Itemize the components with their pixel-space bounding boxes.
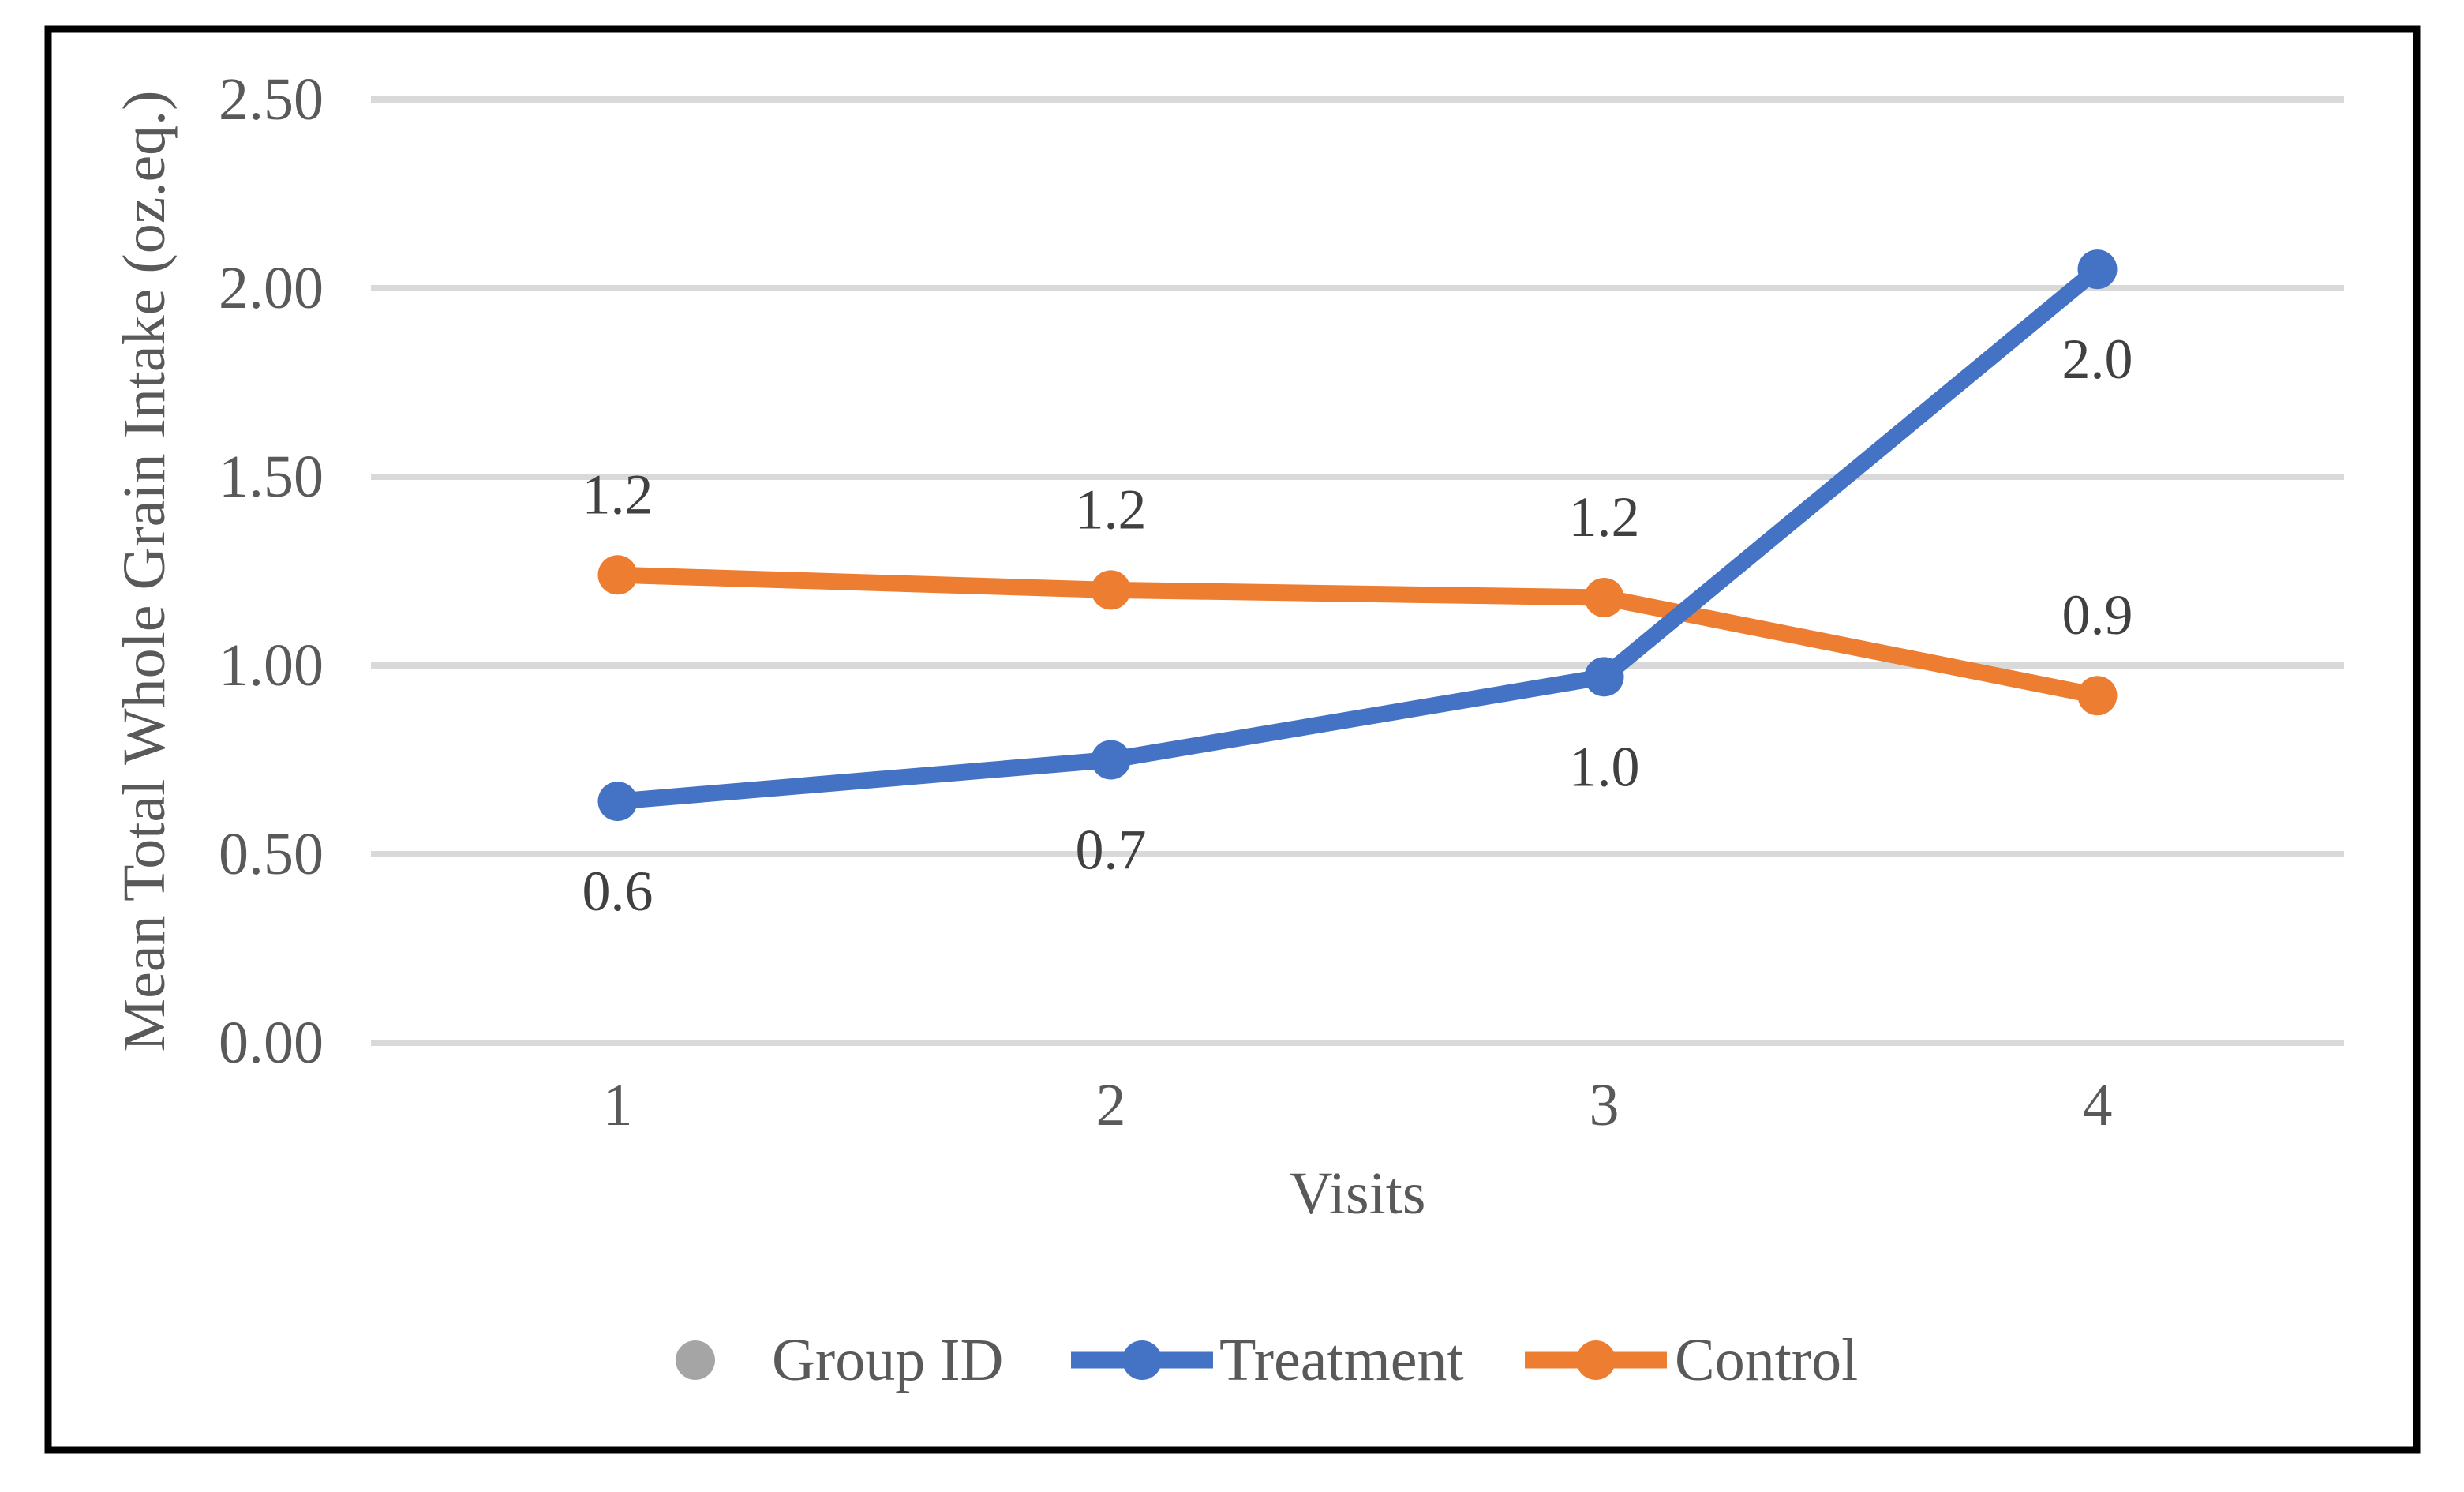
y-axis-title: Mean Total Whole Grain Intake (oz.eq.) (111, 91, 178, 1052)
x-tick-label: 1 (603, 1072, 633, 1138)
data-label-treatment-4: 2.0 (2062, 328, 2133, 391)
legend-label-treatment: Treatment (1219, 1327, 1464, 1393)
x-tick-label: 2 (1096, 1072, 1126, 1138)
legend-item-control: Control (1525, 1327, 1858, 1393)
marker-control-1 (597, 555, 638, 595)
legend-label-control: Control (1675, 1327, 1858, 1393)
legend-marker-control-icon (1576, 1340, 1616, 1380)
legend-marker-group-id-icon (676, 1340, 715, 1380)
x-tick-label: 4 (2083, 1072, 2113, 1138)
figure-border (44, 25, 2421, 1454)
marker-control-2 (1091, 570, 1131, 610)
legend-label-group-id: Group ID (772, 1327, 1003, 1393)
data-label-control-2: 1.2 (1076, 478, 1147, 541)
marker-treatment-3 (1584, 657, 1624, 697)
y-tick-label: 1.00 (219, 632, 324, 699)
data-label-treatment-1: 0.6 (582, 860, 653, 923)
x-axis-title: Visits (1290, 1160, 1426, 1227)
marker-treatment-2 (1091, 740, 1131, 780)
y-tick-label: 2.00 (219, 255, 324, 321)
marker-treatment-1 (597, 782, 638, 822)
data-label-control-1: 1.2 (582, 463, 653, 526)
legend: Group ID Treatment Control (676, 1327, 1858, 1393)
data-label-treatment-3: 1.0 (1569, 735, 1640, 798)
legend-marker-treatment-icon (1122, 1340, 1162, 1380)
series-line-treatment (616, 263, 2103, 810)
marker-control-4 (2077, 676, 2118, 716)
series-treatment: 0.6 0.7 1.0 2.0 (582, 249, 2133, 923)
y-tick-label: 0.00 (219, 1010, 324, 1076)
y-tick-label: 2.50 (219, 66, 324, 133)
x-tick-label: 3 (1590, 1072, 1620, 1138)
data-label-control-3: 1.2 (1569, 485, 1640, 549)
legend-item-group-id: Group ID (676, 1327, 1003, 1393)
legend-item-treatment: Treatment (1071, 1327, 1464, 1393)
series-control: 1.2 1.2 1.2 0.9 (582, 463, 2133, 716)
y-axis-ticks-group: 0.00 0.50 1.00 1.50 2.00 2.50 (219, 66, 324, 1076)
marker-control-3 (1584, 577, 1624, 617)
marker-treatment-4 (2077, 249, 2118, 290)
y-tick-label: 1.50 (219, 444, 324, 510)
data-label-treatment-2: 0.7 (1076, 819, 1147, 882)
data-label-control-4: 0.9 (2062, 583, 2133, 647)
x-axis-ticks-group: 1 2 3 4 (603, 1072, 2113, 1138)
series-line-control (617, 566, 2099, 704)
y-tick-label: 0.50 (219, 821, 324, 887)
gridlines-group (371, 96, 2344, 1046)
